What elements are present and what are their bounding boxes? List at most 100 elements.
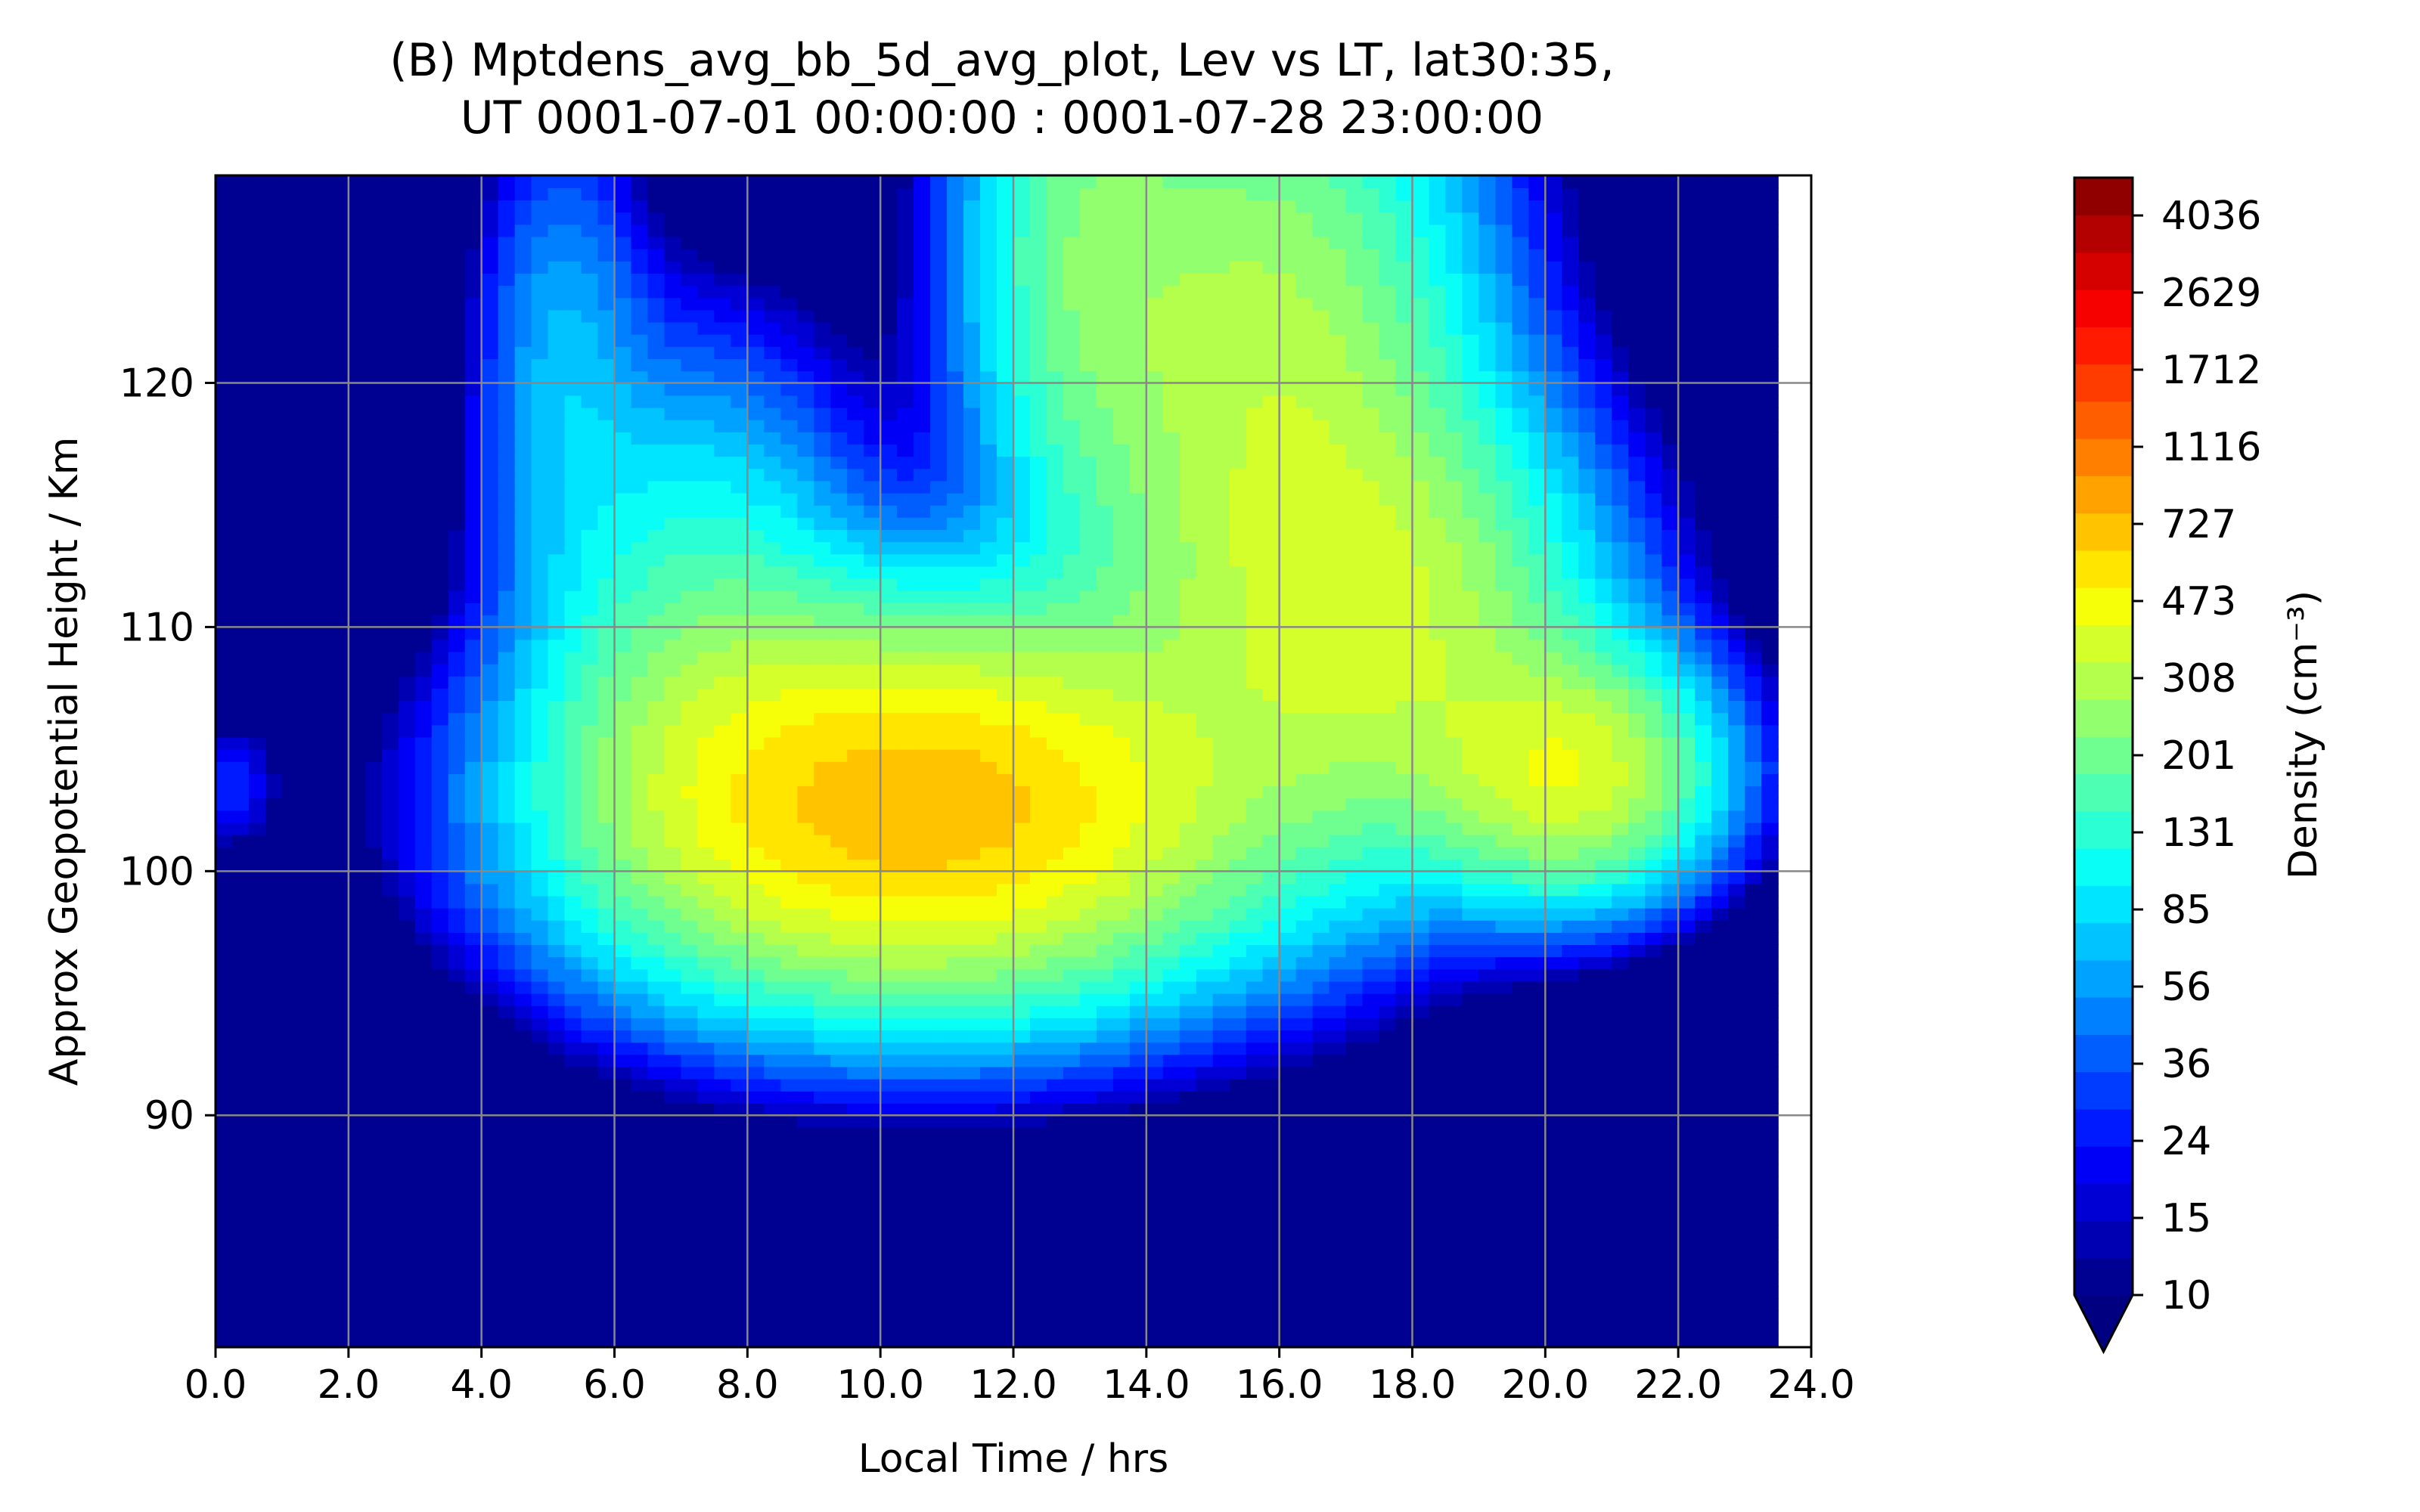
contour-cell (681, 724, 699, 738)
contour-cell (997, 468, 1014, 482)
contour-cell (216, 444, 233, 457)
contour-cell (581, 456, 599, 469)
contour-cell (980, 358, 997, 372)
contour-cell (315, 663, 333, 677)
contour-cell (631, 578, 649, 591)
contour-cell (564, 981, 582, 994)
contour-cell (847, 798, 864, 811)
contour-cell (814, 1261, 832, 1275)
contour-cell (597, 383, 616, 396)
contour-cell (963, 200, 981, 213)
contour-cell (381, 1163, 399, 1177)
contour-cell (614, 1322, 632, 1336)
contour-cell (897, 1151, 914, 1165)
contour-cell (581, 1188, 599, 1202)
contour-cell (581, 1176, 599, 1189)
contour-cell (814, 432, 832, 445)
contour-cell (1013, 956, 1031, 970)
contour-cell (1063, 895, 1081, 909)
contour-cell (597, 834, 616, 847)
contour-cell (365, 504, 383, 518)
contour-cell (1046, 688, 1064, 702)
contour-cell (614, 822, 632, 835)
contour-cell (216, 553, 233, 567)
contour-cell (847, 358, 864, 372)
contour-cell (315, 297, 333, 311)
contour-cell (331, 432, 349, 445)
contour-cell (780, 1188, 799, 1202)
contour-cell (681, 603, 699, 616)
contour-cell (216, 1213, 233, 1226)
contour-cell (814, 444, 832, 457)
contour-cell (764, 297, 782, 311)
contour-cell (231, 565, 250, 579)
contour-cell (664, 944, 682, 958)
contour-cell (564, 688, 582, 702)
contour-cell (531, 200, 549, 213)
contour-cell (664, 358, 682, 372)
contour-cell (947, 456, 964, 469)
contour-cell (564, 1139, 582, 1153)
contour-cell (331, 663, 349, 677)
contour-cell (963, 993, 981, 1006)
contour-cell (797, 395, 815, 408)
contour-cell (597, 297, 616, 311)
contour-cell (714, 200, 732, 213)
contour-cell (464, 1151, 482, 1165)
contour-cell (231, 761, 250, 774)
contour-cell (647, 883, 666, 897)
contour-cell (664, 675, 682, 689)
contour-cell (331, 993, 349, 1006)
contour-cell (481, 444, 499, 457)
contour-cell (980, 1213, 997, 1226)
contour-cell (614, 907, 632, 921)
contour-cell (830, 517, 849, 531)
contour-cell (498, 712, 516, 726)
contour-cell (980, 603, 997, 616)
contour-cell (864, 333, 881, 347)
contour-cell (414, 1030, 433, 1043)
contour-cell (664, 1115, 682, 1129)
contour-cell (814, 773, 832, 787)
contour-cell (614, 1066, 632, 1080)
contour-cell (216, 736, 233, 750)
contour-cell (448, 590, 466, 603)
contour-cell (464, 1249, 482, 1263)
contour-cell (216, 383, 233, 396)
contour-cell (980, 321, 997, 335)
contour-cell (514, 1274, 532, 1287)
contour-cell (481, 273, 499, 287)
contour-cell (664, 627, 682, 640)
contour-cell (564, 1176, 582, 1189)
contour-cell (880, 1042, 898, 1055)
contour-cell (880, 1274, 898, 1287)
contour-cell (681, 798, 699, 811)
contour-cell (1046, 565, 1064, 579)
contour-cell (548, 432, 566, 445)
contour-cell (631, 309, 649, 323)
contour-cell (847, 871, 864, 885)
contour-cell (281, 261, 299, 274)
contour-cell (315, 675, 333, 689)
contour-cell (248, 504, 266, 518)
contour-cell (697, 968, 715, 982)
contour-cell (697, 419, 715, 432)
contour-cell (331, 907, 349, 921)
contour-cell (997, 919, 1014, 933)
contour-cell (947, 773, 964, 787)
contour-cell (381, 944, 399, 958)
contour-cell (514, 236, 532, 249)
contour-cell (298, 1066, 316, 1080)
contour-cell (814, 407, 832, 420)
contour-cell (647, 578, 666, 591)
contour-cell (847, 321, 864, 335)
contour-cell (797, 859, 815, 872)
contour-cell (464, 383, 482, 396)
contour-cell (647, 346, 666, 359)
contour-cell (216, 529, 233, 543)
contour-cell (714, 1005, 732, 1018)
contour-cell (448, 712, 466, 726)
contour-cell (431, 859, 449, 872)
contour-cell (980, 504, 997, 518)
contour-cell (997, 432, 1014, 445)
